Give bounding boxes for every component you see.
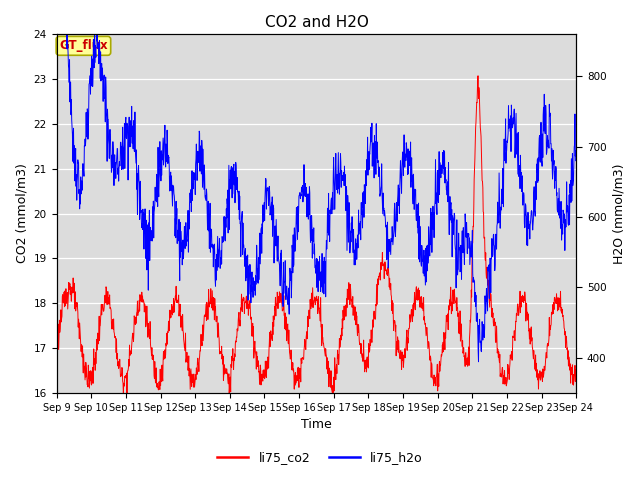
Legend: li75_co2, li75_h2o: li75_co2, li75_h2o: [212, 446, 428, 469]
Y-axis label: H2O (mmol/m3): H2O (mmol/m3): [612, 163, 625, 264]
Title: CO2 and H2O: CO2 and H2O: [264, 15, 369, 30]
Text: GT_flux: GT_flux: [59, 39, 108, 52]
X-axis label: Time: Time: [301, 419, 332, 432]
Y-axis label: CO2 (mmol/m3): CO2 (mmol/m3): [15, 164, 28, 264]
